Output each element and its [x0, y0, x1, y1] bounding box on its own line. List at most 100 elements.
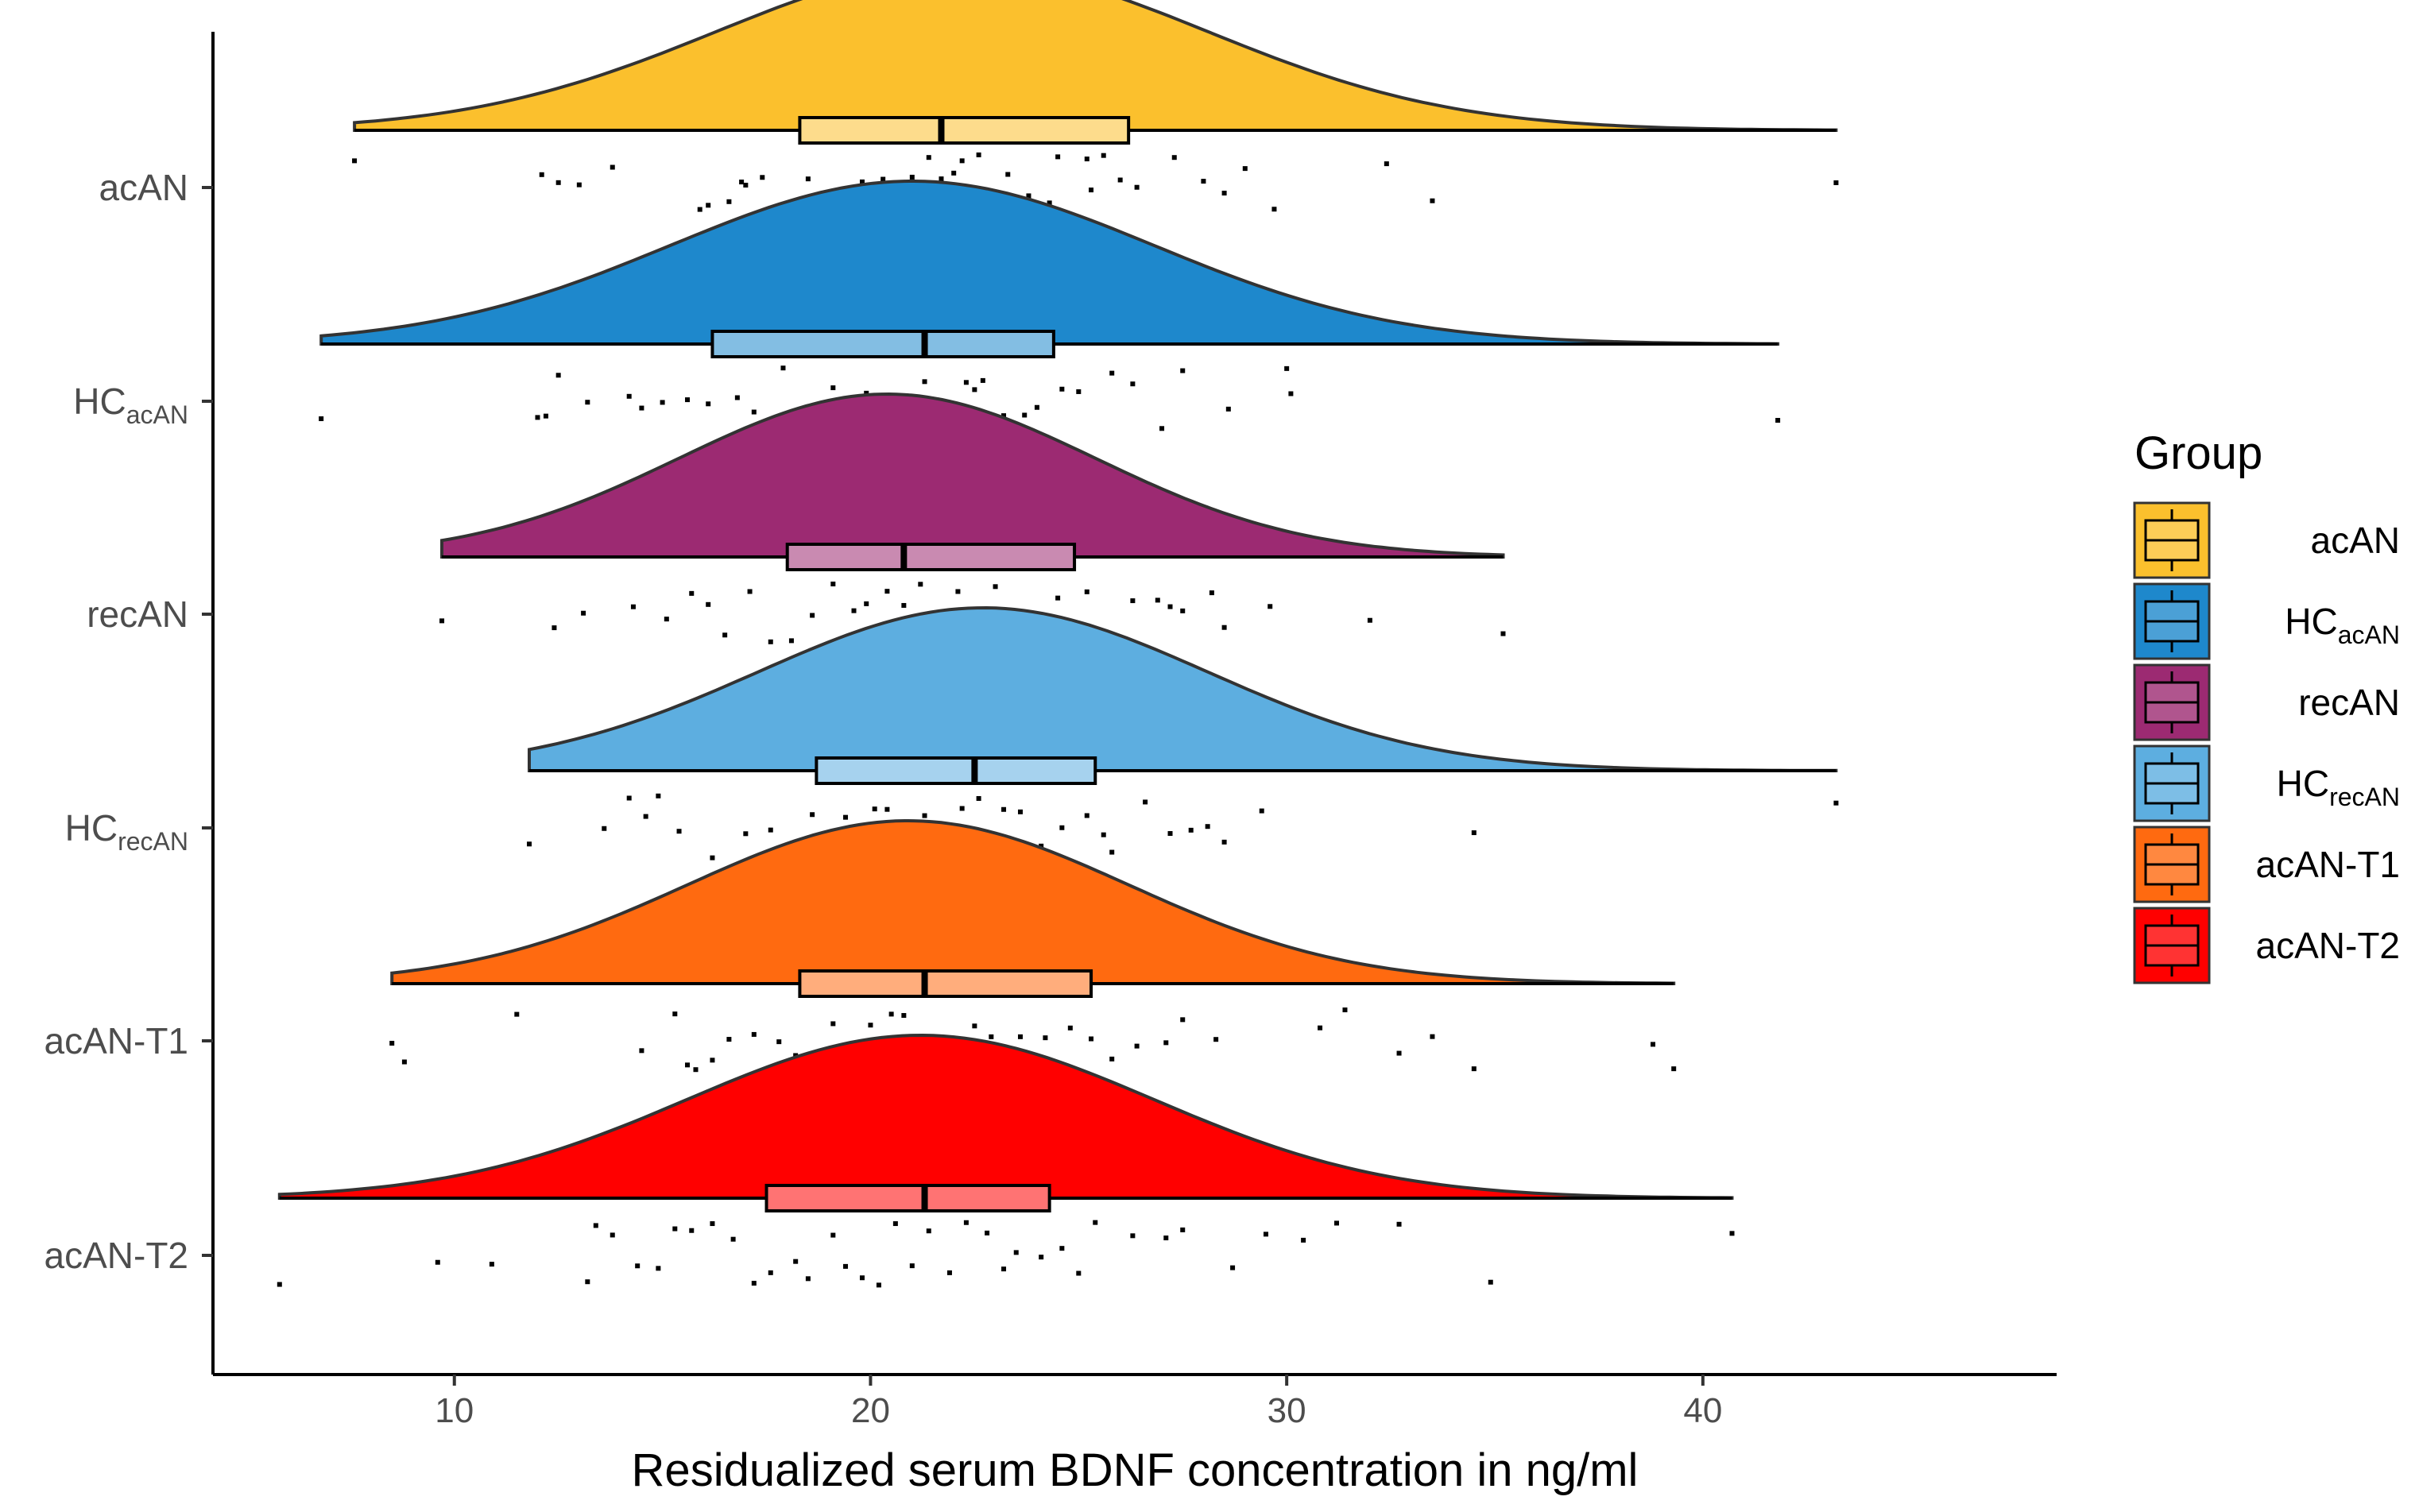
density-acAN-T1 — [390, 818, 1676, 985]
data-point — [1384, 161, 1389, 167]
data-point — [892, 1221, 898, 1227]
data-point — [926, 1228, 931, 1234]
data-point — [1055, 154, 1061, 160]
data-point — [1488, 1279, 1493, 1285]
data-point — [706, 203, 711, 208]
data-point — [585, 400, 590, 405]
plot-area — [277, 0, 1839, 1288]
data-point — [576, 182, 582, 188]
legend-label: HCacAN — [2285, 601, 2400, 649]
data-point — [1167, 831, 1173, 837]
data-point — [1833, 180, 1839, 186]
data-point — [1067, 1025, 1073, 1031]
legend-item-HC_recAN: HCrecAN — [2133, 744, 2400, 822]
data-point — [1134, 1043, 1140, 1049]
data-point — [864, 390, 869, 396]
data-point — [922, 813, 927, 818]
data-point — [639, 405, 644, 411]
data-point — [1221, 839, 1227, 845]
data-point — [435, 1259, 440, 1265]
legend-item-acAN-T1: acAN-T1 — [2133, 826, 2400, 903]
data-point — [1396, 1050, 1402, 1056]
data-point — [1117, 177, 1123, 183]
data-point — [976, 152, 981, 157]
legend: Group acAN HCacAN recAN HCrecAN acAN-T1 acAN-… — [2133, 427, 2400, 984]
data-point — [1059, 825, 1065, 830]
data-point — [1043, 1035, 1048, 1041]
data-point — [872, 806, 877, 812]
data-point — [706, 601, 711, 607]
y-tick-label: acAN-T2 — [45, 1235, 188, 1276]
series-acAN — [352, 0, 1839, 212]
data-point — [1171, 155, 1177, 160]
data-point — [734, 395, 740, 400]
legend-item-HC_acAN: HCacAN — [2133, 582, 2400, 660]
data-point — [1017, 1034, 1023, 1039]
data-point — [951, 170, 957, 176]
data-point — [610, 164, 615, 170]
legend-label: acAN-T2 — [2256, 925, 2400, 966]
legend-label: acAN — [2311, 520, 2400, 561]
data-point — [319, 416, 324, 422]
data-point — [918, 582, 923, 587]
data-point — [539, 172, 544, 177]
data-point — [1671, 1066, 1677, 1072]
data-point — [1833, 800, 1839, 806]
data-point — [1471, 1066, 1477, 1072]
data-point — [672, 1226, 678, 1232]
data-point — [1180, 368, 1186, 373]
data-point — [693, 1067, 699, 1073]
data-point — [946, 1270, 952, 1275]
data-point — [1093, 1220, 1098, 1225]
data-point — [751, 1031, 757, 1037]
data-point — [1017, 809, 1023, 814]
data-point — [439, 618, 445, 624]
data-point — [1034, 404, 1039, 410]
box-HC_acAN — [710, 330, 1055, 358]
y-tick-label: recAN — [87, 594, 188, 635]
data-point — [901, 1013, 907, 1019]
data-point — [768, 827, 773, 833]
data-point — [610, 1232, 615, 1238]
data-point — [989, 1034, 994, 1039]
data-point — [1225, 406, 1231, 412]
box-HC_recAN — [815, 756, 1097, 785]
box-acAN-T1 — [798, 969, 1093, 998]
data-point — [555, 180, 561, 185]
data-point — [389, 1040, 395, 1046]
data-point — [881, 176, 886, 182]
legend-label: acAN-T1 — [2256, 844, 2400, 885]
y-tick-label: acAN — [99, 167, 188, 208]
data-point — [1205, 824, 1210, 829]
data-point — [776, 1039, 782, 1045]
data-point — [730, 1236, 736, 1242]
data-point — [1101, 832, 1106, 837]
data-point — [1180, 608, 1186, 613]
series-HC_acAN — [319, 179, 1781, 431]
data-point — [697, 207, 702, 212]
data-point — [726, 199, 732, 204]
data-point — [1163, 1040, 1169, 1046]
data-point — [1005, 172, 1011, 177]
data-point — [489, 1262, 494, 1267]
data-point — [543, 413, 548, 419]
data-point — [1284, 365, 1290, 371]
data-point — [1039, 1255, 1044, 1260]
data-point — [585, 1279, 590, 1285]
data-point — [672, 1011, 678, 1017]
data-point — [901, 602, 907, 608]
data-point — [685, 1062, 691, 1068]
data-point — [884, 806, 890, 812]
box-acAN — [798, 116, 1131, 145]
data-point — [768, 639, 773, 644]
data-point — [630, 604, 636, 609]
data-point — [830, 581, 836, 586]
data-point — [743, 183, 749, 188]
x-tick-label: 30 — [1268, 1391, 1306, 1430]
data-point — [514, 1011, 520, 1017]
box-recAN — [785, 543, 1077, 571]
data-point — [805, 176, 811, 182]
data-point — [593, 1223, 598, 1228]
data-point — [768, 1270, 773, 1275]
